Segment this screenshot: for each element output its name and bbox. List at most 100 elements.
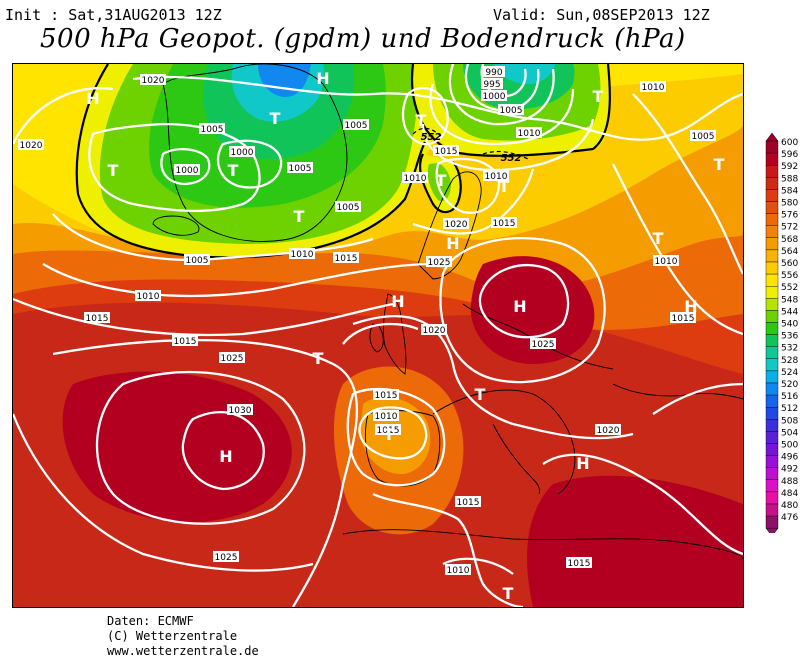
pressure-label: 1015 [373, 389, 399, 401]
svg-text:1015: 1015 [375, 391, 398, 401]
pressure-centers: H H H H H H H H T T T T T T T T T T T T … [86, 69, 724, 603]
pressure-label: 1015 [670, 312, 696, 324]
legend-swatch [765, 503, 779, 517]
isobar-1025-europe [478, 264, 570, 339]
legend-swatch [765, 443, 779, 456]
svg-text:1010: 1010 [137, 292, 160, 302]
legend-swatch [765, 419, 779, 432]
isobar-1025-uk [342, 322, 419, 345]
legend-swatch [765, 310, 779, 323]
isobar-1010-north [421, 118, 595, 171]
legend-swatch [765, 225, 779, 238]
low-marker: T [499, 177, 510, 196]
pressure-label: 1015 [333, 252, 359, 264]
svg-text:1025: 1025 [221, 354, 244, 364]
low-marker: T [653, 229, 664, 248]
isobar-1005-north [429, 83, 575, 146]
svg-text:1015: 1015 [174, 337, 197, 347]
pressure-label: 1010 [289, 248, 315, 260]
pressure-label: 1010 [516, 127, 542, 139]
low-marker: T [475, 385, 486, 404]
svg-text:1005: 1005 [289, 164, 312, 174]
legend-swatch [765, 298, 779, 311]
isobar-1000-north [448, 64, 555, 126]
pressure-label: 1015 [84, 312, 110, 324]
isobar-1015-southeast [542, 453, 743, 556]
svg-text:1010: 1010 [291, 250, 314, 260]
high-marker: H [316, 69, 329, 88]
legend-swatch [765, 334, 779, 347]
valid-time: Valid: Sun,08SEP2013 12Z [493, 6, 710, 24]
dashed-contour-a [412, 127, 442, 137]
isobar-1015-south [42, 262, 434, 298]
isobar-1010-east [632, 93, 743, 275]
coast-italy [492, 423, 541, 495]
legend-swatch [765, 189, 779, 202]
legend-swatch [765, 213, 779, 226]
pressure-label: 1005 [287, 162, 313, 174]
pressure-label: 1005 [690, 130, 716, 142]
isobar-1005-norway-low [401, 86, 449, 146]
pressure-label: 1010 [653, 255, 679, 267]
legend-level-label: 492 [781, 465, 798, 475]
svg-text:1020: 1020 [142, 76, 165, 86]
high-marker: H [391, 292, 404, 311]
low-marker: T [270, 109, 281, 128]
legend-swatch [765, 177, 779, 190]
field-528-east [493, 64, 555, 84]
legend-level-label: 564 [781, 247, 798, 257]
pressure-label: 1005 [343, 119, 369, 131]
svg-text:1010: 1010 [642, 83, 665, 93]
legend-swatch [765, 285, 779, 299]
legend-swatch [765, 515, 779, 529]
legend-swatch [765, 394, 779, 408]
legend-level-label: 496 [781, 453, 798, 463]
isobar-1030 [181, 410, 265, 491]
svg-text:1020: 1020 [423, 326, 446, 336]
legend-level-label: 544 [781, 307, 798, 317]
svg-text:990: 990 [485, 68, 502, 78]
legend-swatch [765, 431, 779, 444]
legend-swatch [765, 491, 779, 505]
legend-swatch [765, 273, 779, 287]
legend-swatch [765, 455, 779, 468]
coast-mediterranean-north [432, 389, 576, 495]
coast-iceland [152, 215, 200, 236]
legend-level-label: 484 [781, 489, 798, 499]
credit-data-source: Daten: ECMWF [107, 614, 194, 628]
legend-level-label: 576 [781, 211, 798, 221]
init-time: Init : Sat,31AUG2013 12Z [5, 6, 222, 24]
field-544-norway [427, 163, 451, 202]
legend-swatch [765, 237, 779, 251]
svg-text:1025: 1025 [532, 340, 555, 350]
legend-level-label: 504 [781, 428, 798, 438]
pressure-label: 1010 [640, 81, 666, 93]
legend-level-label: 516 [781, 392, 798, 402]
legend-level-label: 588 [781, 174, 798, 184]
pressure-label: 1000 [229, 146, 255, 158]
legend-level-label: 568 [781, 235, 798, 245]
legend-swatch [765, 407, 779, 420]
pressure-label: 1000 [174, 164, 200, 176]
legend-level-label: 552 [781, 283, 798, 293]
legend-bottom-arrow [765, 527, 779, 533]
coast-scandinavia [417, 171, 482, 280]
pressure-label: 1015 [566, 557, 592, 569]
pressure-label: 1020 [595, 424, 621, 436]
svg-text:1015: 1015 [672, 314, 695, 324]
legend-swatch [765, 479, 779, 493]
svg-text:1015: 1015 [435, 147, 458, 157]
isobar-1020-europe [439, 237, 606, 384]
isobar-1010-africa [442, 557, 514, 575]
svg-text:1030: 1030 [229, 406, 252, 416]
low-marker: T [228, 161, 239, 180]
legend-level-label: 596 [781, 150, 798, 160]
isobar-1005-greenland [88, 122, 261, 212]
height-label: 552 [501, 153, 522, 164]
svg-text:1015: 1015 [568, 559, 591, 569]
svg-text:1020: 1020 [445, 220, 468, 230]
coast-britain [382, 293, 407, 375]
legend-level-label: 548 [781, 295, 798, 305]
legend-level-label: 580 [781, 199, 798, 209]
pressure-label: 1005 [335, 201, 361, 213]
